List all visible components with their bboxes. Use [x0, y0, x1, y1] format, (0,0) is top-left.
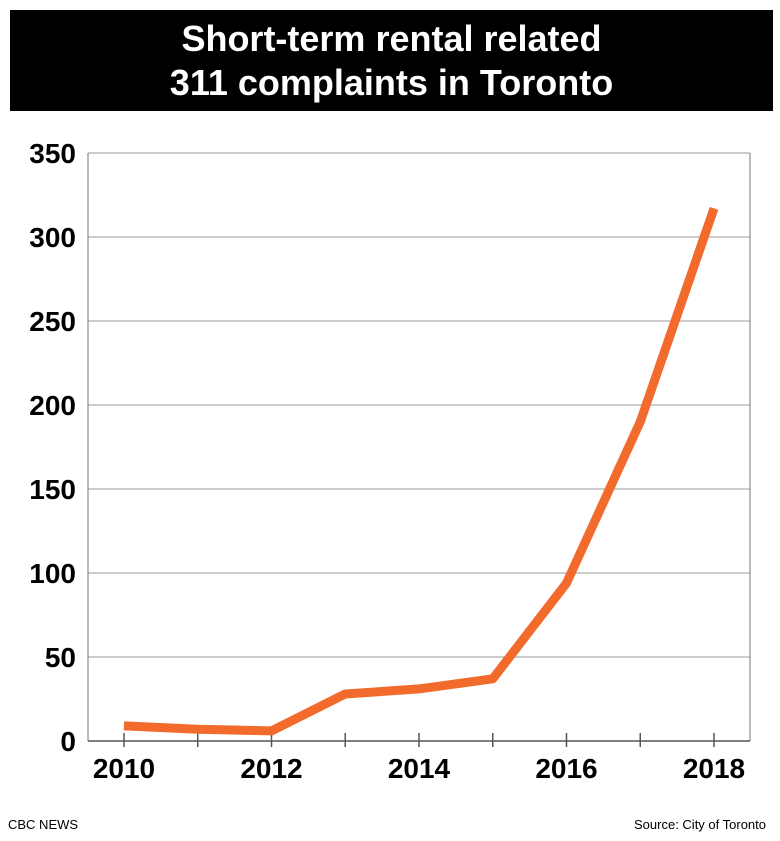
- x-tick-label: 2016: [535, 753, 597, 784]
- data-point-2013: [344, 693, 346, 695]
- data-point-2018: [713, 207, 715, 209]
- data-point-2012: [271, 730, 272, 732]
- y-tick-label: 100: [29, 558, 76, 589]
- data-point-2017: [639, 421, 641, 423]
- y-tick-label: 250: [29, 306, 76, 337]
- brand-label: CBC NEWS: [8, 817, 79, 832]
- series-line: [123, 206, 719, 736]
- chart-title-line-1: Short-term rental related: [181, 17, 602, 59]
- data-point-2014: [418, 688, 420, 690]
- y-tick-label: 50: [45, 642, 76, 673]
- tick-label-layer: 0 50 100 150 200 250 300 350 2010 2012 2014 2016 201…: [29, 138, 745, 784]
- y-tick-label: 150: [29, 474, 76, 505]
- y-tick-label: 200: [29, 390, 76, 421]
- data-point-2016: [566, 582, 567, 584]
- series-layer: [123, 206, 719, 736]
- grid-layer: [88, 152, 750, 658]
- data-point-2010: [123, 725, 125, 727]
- chart-title-banner: Short-term rental related 311 complaints…: [10, 10, 773, 111]
- y-tick-label: 0: [60, 726, 76, 757]
- x-tick-label: 2010: [93, 753, 155, 784]
- data-point-2015: [492, 678, 494, 680]
- x-tick-label: 2018: [683, 753, 745, 784]
- y-tick-label: 350: [29, 138, 76, 169]
- y-tick-label: 300: [29, 222, 76, 253]
- x-tick-label: 2014: [388, 753, 451, 784]
- x-tick-label: 2012: [240, 753, 302, 784]
- axis-layer: [87, 153, 751, 747]
- chart-title-line-2: 311 complaints in Toronto: [169, 61, 614, 103]
- source-label: Source: City of Toronto: [634, 817, 766, 832]
- data-point-2011: [197, 728, 199, 730]
